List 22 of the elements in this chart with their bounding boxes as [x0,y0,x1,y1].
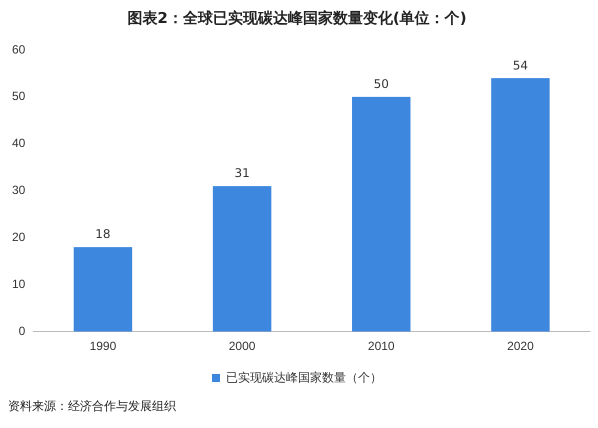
data-label: 31 [234,166,250,180]
y-tick-label: 30 [12,183,26,198]
bar [74,247,132,332]
x-tick-label: 2020 [507,339,534,354]
data-label: 54 [512,58,528,72]
y-tick-label: 40 [12,136,26,150]
x-tick-label: 2010 [368,339,395,354]
y-tick-label: 60 [12,42,26,56]
y-tick-label: 50 [12,89,26,104]
chart-title: 图表2：全球已实现碳达峰国家数量变化(单位：个) [127,8,467,27]
legend-label: 已实现碳达峰国家数量（个） [226,370,382,384]
y-tick-label: 10 [12,276,26,291]
bar [491,78,550,332]
y-tick-label: 20 [12,230,26,244]
x-tick-label: 2000 [228,339,256,354]
data-label: 50 [374,77,389,92]
bar [212,186,272,332]
text: 资料来源：经济合作与发展组织 [8,398,176,415]
bar [352,96,410,332]
data-label: 18 [95,227,111,242]
x-tick-label: 1990 [90,339,117,354]
y-tick-label: 0 [18,324,26,338]
